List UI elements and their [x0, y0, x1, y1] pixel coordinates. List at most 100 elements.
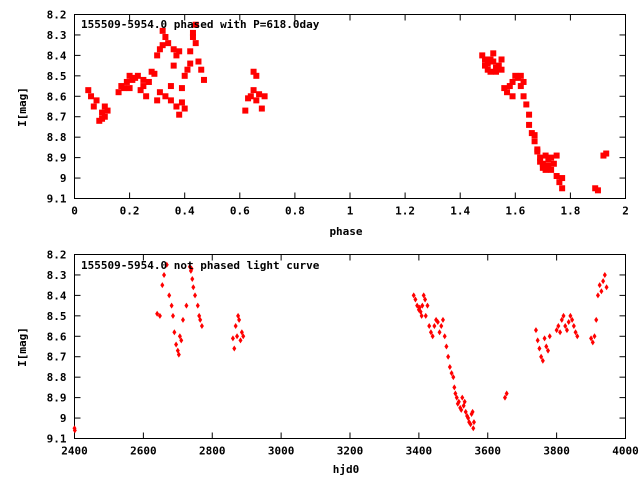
y-tick-label: 8.8	[47, 131, 67, 144]
data-point	[155, 310, 160, 317]
data-point	[535, 337, 540, 344]
data-point	[462, 398, 467, 405]
x-axis-label: hjd0	[333, 463, 360, 476]
data-point	[539, 353, 544, 360]
data-point	[242, 107, 249, 114]
data-point	[177, 333, 182, 340]
y-tick-labels: 8.2 8.3 8.4 8.5 8.6 8.7 8.8 8.9 9 9.1	[47, 9, 67, 206]
data-point	[184, 302, 189, 309]
data-points	[85, 21, 610, 194]
data-point	[439, 323, 444, 330]
chart-annotation: 155509-5954.0 phased with P=618.0day	[81, 18, 320, 31]
data-point	[471, 425, 476, 432]
data-point	[189, 33, 196, 40]
data-point	[556, 179, 563, 186]
data-point	[250, 87, 257, 94]
data-point	[199, 323, 204, 330]
x-tick-label: 4000	[612, 445, 639, 458]
data-point	[411, 292, 416, 299]
data-point	[238, 337, 243, 344]
data-point	[451, 374, 456, 381]
data-point	[509, 93, 516, 100]
data-point	[544, 343, 549, 350]
x-tick-label: 1.8	[560, 205, 580, 218]
data-point	[449, 370, 454, 377]
data-point	[192, 40, 199, 47]
data-point	[165, 40, 172, 47]
data-point	[559, 185, 566, 192]
data-point	[115, 89, 122, 96]
data-point	[198, 66, 205, 73]
data-point	[170, 46, 177, 53]
x-tick-label: 0.2	[120, 205, 140, 218]
y-tick-label: 8.5	[47, 310, 67, 323]
y-tick-label: 9.1	[47, 433, 67, 446]
x-tick-label: 0	[71, 205, 78, 218]
data-point	[250, 68, 257, 75]
data-point	[454, 394, 459, 401]
data-point	[143, 93, 150, 100]
y-tick-label: 8.4	[47, 289, 67, 302]
data-point	[564, 327, 569, 334]
data-point	[427, 323, 432, 330]
y-tick-label: 8.2	[47, 9, 67, 22]
data-point	[437, 329, 442, 336]
axis-ticks	[74, 14, 626, 199]
data-point	[419, 312, 424, 319]
data-point	[239, 329, 244, 336]
data-point	[601, 278, 606, 285]
data-point	[179, 337, 184, 344]
data-point	[589, 335, 594, 342]
data-point	[176, 111, 183, 118]
y-tick-label: 8.2	[47, 249, 67, 262]
data-point	[230, 335, 235, 342]
data-point	[233, 323, 238, 330]
data-point	[568, 312, 573, 319]
data-point	[189, 29, 196, 36]
data-point	[468, 421, 473, 428]
data-point	[195, 302, 200, 309]
data-point	[173, 103, 180, 110]
x-tick-label: 3400	[406, 445, 433, 458]
data-point	[526, 121, 533, 128]
y-tick-label: 8.9	[47, 152, 67, 165]
data-point	[200, 76, 207, 83]
data-point	[164, 261, 169, 268]
data-point	[459, 406, 464, 413]
data-point	[546, 347, 551, 354]
data-point	[261, 93, 268, 100]
data-point	[140, 76, 147, 83]
data-point	[154, 97, 161, 104]
data-point	[540, 357, 545, 364]
data-point	[463, 408, 468, 415]
data-point	[517, 72, 524, 79]
data-point	[592, 333, 597, 340]
x-tick-label: 3800	[543, 445, 570, 458]
data-point	[160, 282, 165, 289]
data-point	[548, 166, 555, 173]
data-point	[599, 288, 604, 295]
x-tick-label: 3600	[475, 445, 502, 458]
data-point	[88, 93, 95, 100]
data-point	[169, 302, 174, 309]
data-point	[232, 345, 237, 352]
data-point	[481, 56, 488, 63]
data-point	[590, 339, 595, 346]
data-point	[121, 85, 128, 92]
unphased-light-curve-panel: 2400 2600 2800 3000 3200 3400 3600 3800 4000 8.2…	[16, 249, 639, 477]
x-axis-label: phase	[329, 225, 362, 238]
data-point	[184, 66, 191, 73]
data-point	[195, 58, 202, 65]
data-point	[561, 312, 566, 319]
data-point	[531, 138, 538, 145]
x-tick-label: 0.8	[285, 205, 305, 218]
y-tick-labels: 8.2 8.3 8.4 8.5 8.6 8.7 8.8 8.9 9 9.1	[47, 249, 67, 446]
data-point	[444, 343, 449, 350]
data-point	[126, 85, 133, 92]
data-point	[176, 48, 183, 55]
data-point	[550, 160, 557, 167]
x-tick-labels: 2400 2600 2800 3000 3200 3400 3600 3800 4000	[61, 445, 639, 458]
x-tick-label: 2800	[199, 445, 226, 458]
